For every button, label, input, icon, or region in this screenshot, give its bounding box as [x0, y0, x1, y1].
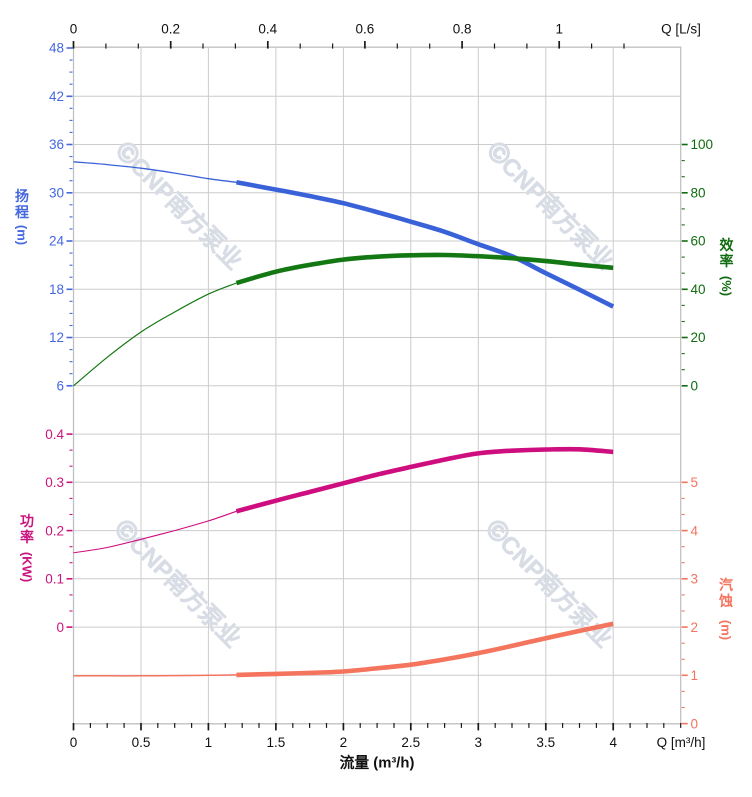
svg-text:2: 2: [691, 620, 699, 635]
svg-text:12: 12: [49, 330, 64, 345]
svg-text:0.6: 0.6: [356, 22, 375, 37]
svg-text:1: 1: [555, 22, 563, 37]
svg-text:30: 30: [49, 186, 64, 201]
svg-text:(m): (m): [15, 225, 30, 245]
svg-text:0.5: 0.5: [132, 735, 151, 750]
svg-text:0: 0: [691, 379, 699, 394]
svg-text:流量 (m³/h): 流量 (m³/h): [340, 754, 415, 772]
svg-text:率: 率: [720, 253, 734, 269]
svg-text:4: 4: [691, 523, 699, 538]
svg-text:42: 42: [49, 89, 64, 104]
svg-text:3: 3: [475, 735, 483, 750]
svg-text:1: 1: [691, 668, 699, 683]
svg-text:80: 80: [691, 186, 706, 201]
svg-text:100: 100: [691, 137, 714, 152]
svg-text:0.1: 0.1: [45, 572, 64, 587]
svg-text:Q [m³/h]: Q [m³/h]: [657, 735, 706, 750]
svg-text:0.3: 0.3: [45, 475, 64, 490]
svg-text:20: 20: [691, 330, 706, 345]
svg-text:3: 3: [691, 572, 699, 587]
svg-text:0.4: 0.4: [45, 427, 64, 442]
svg-text:(%): (%): [719, 276, 734, 296]
svg-text:0: 0: [56, 620, 64, 635]
svg-text:(KW): (KW): [20, 552, 35, 582]
svg-text:40: 40: [691, 282, 706, 297]
svg-text:0: 0: [70, 735, 78, 750]
svg-text:6: 6: [56, 379, 64, 394]
svg-text:程: 程: [15, 204, 29, 220]
svg-text:60: 60: [691, 234, 706, 249]
svg-text:效: 效: [720, 237, 735, 253]
svg-text:3.5: 3.5: [536, 735, 555, 750]
svg-text:2.5: 2.5: [401, 735, 420, 750]
svg-text:48: 48: [49, 41, 64, 56]
svg-text:蚀: 蚀: [718, 593, 733, 609]
svg-text:4: 4: [609, 735, 617, 750]
svg-text:扬: 扬: [15, 188, 29, 204]
svg-text:(m): (m): [719, 620, 734, 640]
svg-text:汽: 汽: [719, 577, 733, 593]
svg-text:0: 0: [70, 22, 78, 37]
svg-text:18: 18: [49, 282, 64, 297]
svg-text:24: 24: [49, 234, 65, 249]
svg-text:5: 5: [691, 475, 699, 490]
svg-text:1.5: 1.5: [267, 735, 286, 750]
svg-text:0: 0: [691, 716, 699, 731]
svg-text:0.2: 0.2: [161, 22, 180, 37]
svg-text:Q [L/s]: Q [L/s]: [661, 22, 701, 37]
svg-text:0.8: 0.8: [453, 22, 472, 37]
svg-text:率: 率: [20, 529, 34, 545]
svg-text:2: 2: [340, 735, 348, 750]
svg-text:功: 功: [20, 513, 34, 529]
svg-text:0.4: 0.4: [258, 22, 277, 37]
svg-text:0.2: 0.2: [45, 523, 64, 538]
svg-text:1: 1: [205, 735, 213, 750]
svg-text:36: 36: [49, 137, 64, 152]
